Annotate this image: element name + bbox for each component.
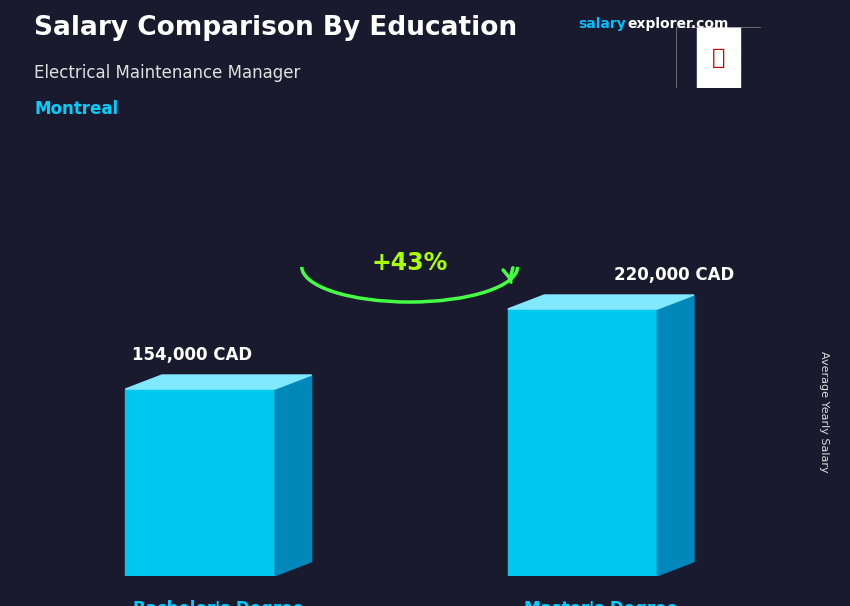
Text: Master's Degree: Master's Degree xyxy=(524,601,677,606)
Text: explorer.com: explorer.com xyxy=(627,17,728,31)
Bar xyxy=(507,309,657,576)
Bar xyxy=(126,389,275,576)
Text: Average Yearly Salary: Average Yearly Salary xyxy=(819,351,829,473)
Text: salary: salary xyxy=(578,17,626,31)
Text: Bachelor's Degree: Bachelor's Degree xyxy=(133,601,304,606)
Text: Electrical Maintenance Manager: Electrical Maintenance Manager xyxy=(34,64,300,82)
Polygon shape xyxy=(126,375,312,389)
Text: +43%: +43% xyxy=(371,251,448,275)
Bar xyxy=(697,27,740,88)
Polygon shape xyxy=(657,295,694,576)
Text: 154,000 CAD: 154,000 CAD xyxy=(132,347,252,364)
Polygon shape xyxy=(507,295,694,309)
Text: Montreal: Montreal xyxy=(34,100,118,118)
Text: 🍁: 🍁 xyxy=(711,47,725,68)
Text: Salary Comparison By Education: Salary Comparison By Education xyxy=(34,15,517,41)
Polygon shape xyxy=(275,375,312,576)
Text: 220,000 CAD: 220,000 CAD xyxy=(614,267,734,284)
